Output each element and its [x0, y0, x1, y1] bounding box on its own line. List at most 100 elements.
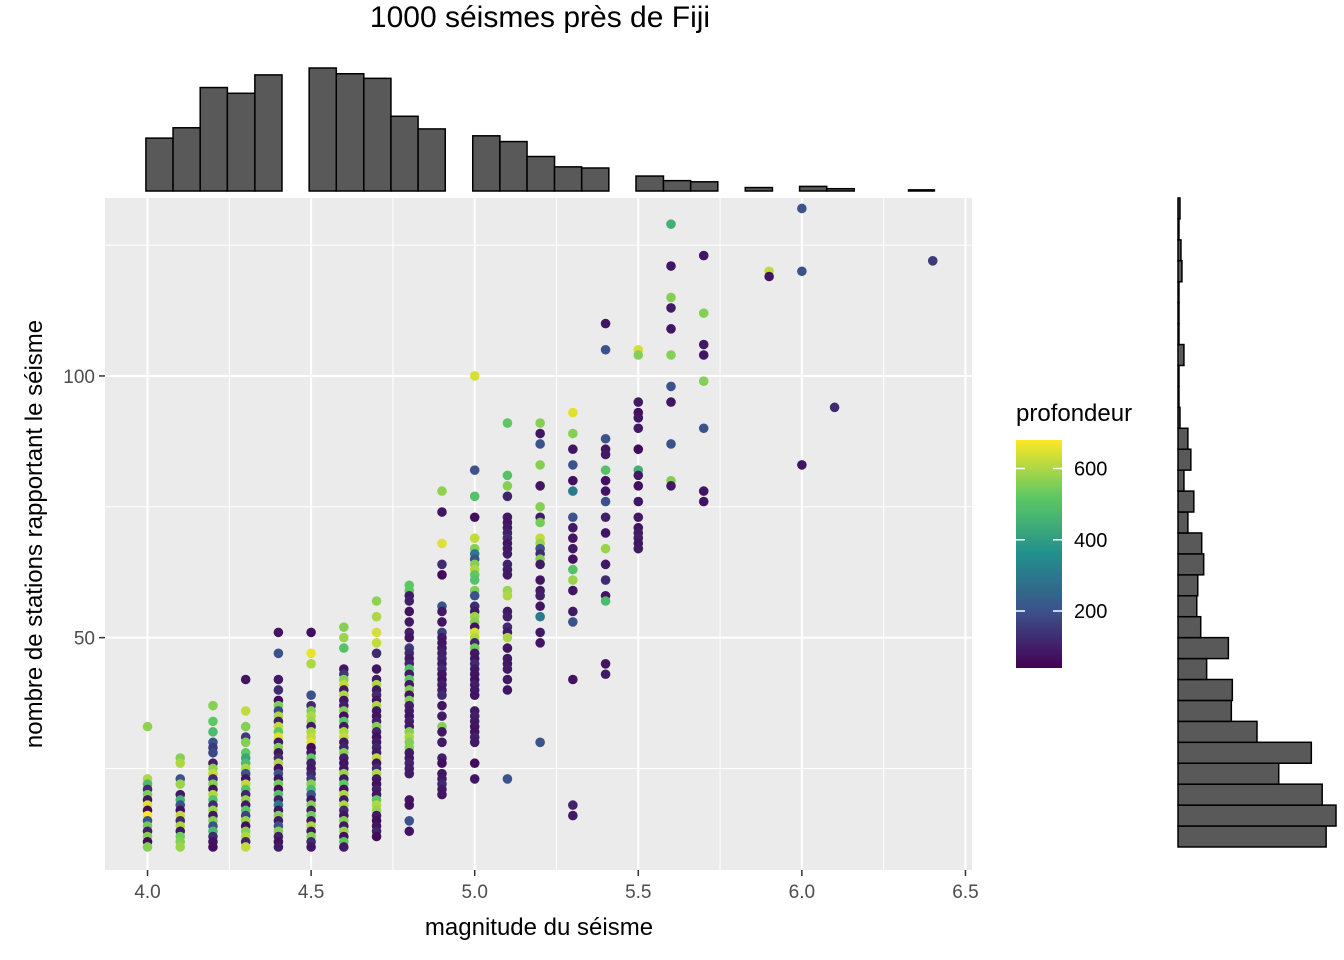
data-point — [568, 475, 578, 486]
data-point — [633, 397, 644, 407]
data-point — [273, 648, 284, 659]
data-point — [437, 570, 447, 580]
data-point — [633, 512, 644, 523]
data-point — [698, 350, 709, 360]
data-point — [600, 496, 611, 507]
data-point — [371, 664, 382, 674]
data-point — [568, 585, 578, 596]
data-point — [469, 465, 480, 475]
scatter-points — [142, 203, 938, 852]
data-point — [535, 559, 545, 570]
y-histogram-bar — [1177, 260, 1183, 283]
data-point — [666, 261, 676, 271]
data-point — [469, 590, 480, 601]
data-point — [698, 250, 709, 261]
data-point — [568, 543, 578, 554]
data-point — [142, 842, 153, 852]
data-point — [666, 324, 676, 334]
chart-title: 1000 séismes près de Fiji — [369, 1, 711, 34]
data-point — [404, 606, 415, 617]
legend-colorbar — [1016, 440, 1062, 668]
y-histogram-bar — [1177, 322, 1180, 346]
data-point — [437, 727, 447, 737]
data-point — [600, 433, 611, 444]
data-point — [306, 842, 316, 852]
data-point — [600, 658, 611, 669]
data-point — [371, 831, 382, 842]
data-point — [437, 507, 447, 517]
data-point — [371, 611, 382, 622]
x-histogram-bar — [199, 86, 229, 192]
data-point — [240, 842, 251, 852]
data-point — [600, 669, 611, 680]
y-histogram-bar — [1177, 511, 1189, 534]
data-point — [273, 842, 284, 852]
data-point — [568, 564, 578, 575]
y-histogram-bar — [1177, 364, 1180, 388]
data-point — [404, 768, 415, 779]
y-histogram-bar — [1177, 825, 1327, 848]
data-point — [273, 685, 284, 695]
x-histogram-bar — [172, 127, 201, 192]
data-point — [273, 674, 284, 685]
data-point — [404, 800, 415, 810]
x-tick-label: 4.0 — [134, 882, 160, 903]
y-histogram-bar — [1177, 678, 1234, 702]
data-point — [568, 810, 578, 821]
data-point — [568, 533, 578, 543]
y-histogram-bar — [1177, 448, 1192, 471]
data-point — [535, 590, 545, 601]
x-histogram-bar — [335, 72, 365, 192]
data-point — [306, 690, 316, 700]
data-point — [469, 690, 480, 700]
data-point — [339, 643, 349, 653]
x-histogram-bar — [417, 128, 447, 192]
data-point — [568, 554, 578, 564]
data-point — [502, 418, 513, 428]
data-point — [666, 303, 676, 313]
data-point — [437, 711, 447, 721]
y-tick-label: 100 — [63, 367, 95, 388]
y-histogram-bar — [1177, 699, 1233, 723]
data-point — [797, 266, 807, 277]
y-histogram-bar — [1177, 197, 1181, 220]
data-point — [600, 559, 611, 570]
y-histogram-bar — [1177, 657, 1208, 681]
data-point — [175, 842, 186, 852]
data-point — [568, 460, 578, 470]
data-point — [600, 475, 611, 486]
data-point — [666, 219, 676, 229]
y-histogram-bar — [1177, 636, 1230, 660]
data-point — [502, 590, 513, 601]
data-point — [240, 674, 251, 685]
y-histogram-bar — [1177, 553, 1205, 576]
data-point — [208, 842, 218, 852]
data-point — [698, 308, 709, 318]
y-axis: 50 100 — [63, 367, 105, 650]
y-tick-label: 50 — [74, 629, 95, 650]
data-point — [600, 596, 611, 606]
x-histogram-bar — [254, 74, 283, 192]
data-point — [535, 611, 545, 622]
data-point — [568, 428, 578, 439]
data-point — [535, 737, 545, 748]
y-histogram-bar — [1177, 469, 1185, 492]
data-point — [600, 512, 611, 523]
x-tick-label: 6.0 — [789, 882, 815, 903]
data-point — [568, 444, 578, 455]
data-point — [666, 292, 676, 303]
x-histogram-bar — [499, 140, 528, 192]
data-point — [404, 617, 415, 627]
data-point — [469, 758, 480, 769]
data-point — [208, 727, 218, 737]
data-point — [698, 423, 709, 434]
data-point — [535, 428, 545, 439]
x-tick-label: 6.5 — [952, 882, 978, 903]
x-histogram-bar — [798, 185, 828, 192]
data-point — [535, 627, 545, 638]
y-histogram-bar — [1177, 343, 1185, 367]
data-point — [568, 617, 578, 627]
data-point — [633, 413, 644, 423]
data-point — [633, 423, 644, 434]
color-legend: profondeur 200 400 600 — [1016, 400, 1132, 668]
